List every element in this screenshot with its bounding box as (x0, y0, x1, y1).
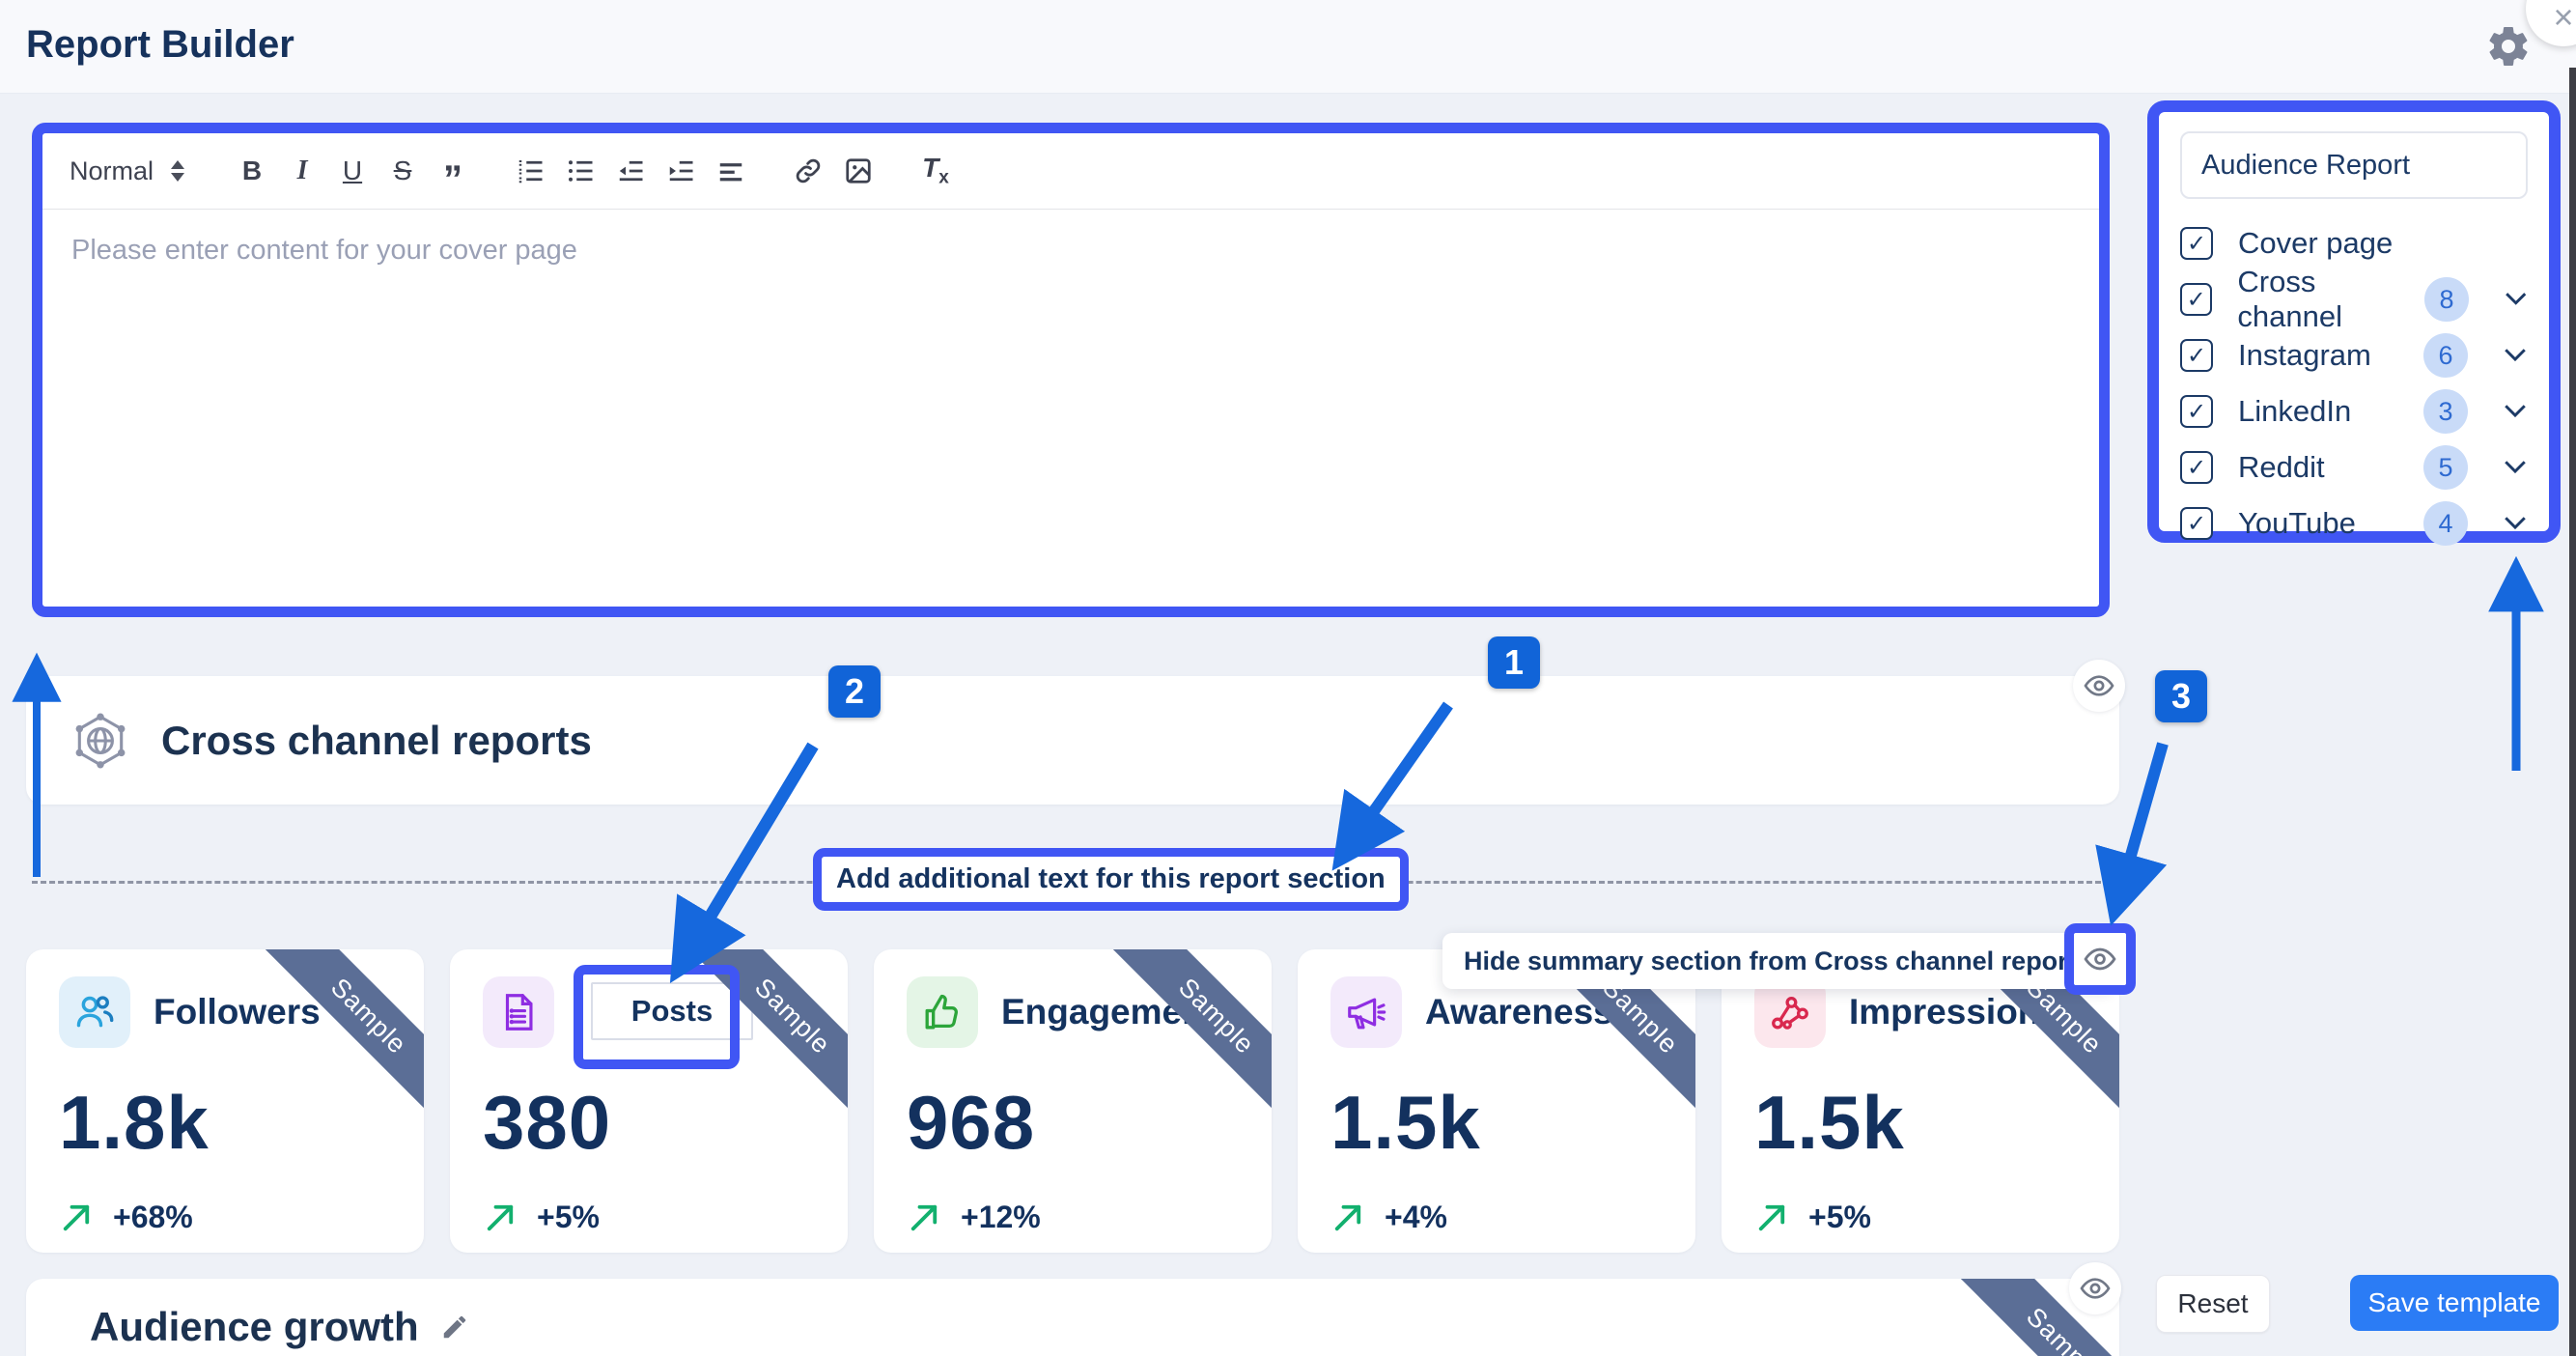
card-value: 1.8k (59, 1080, 210, 1165)
trend-up-icon (59, 1201, 94, 1235)
engagement-card: Engagement 968 +12% Sample (874, 949, 1272, 1253)
cross-channel-section: Cross channel reports (26, 660, 2125, 805)
card-value: 968 (907, 1080, 1036, 1165)
section-count-badge: 6 (2423, 333, 2468, 378)
checkbox-checked-icon[interactable] (2180, 507, 2213, 540)
chevron-down-icon[interactable] (2503, 347, 2528, 364)
engagement-icon (907, 976, 978, 1048)
annotation-badge-3: 3 (2155, 670, 2207, 722)
awareness-card: Awareness 1.5k +4% Sample (1298, 949, 1695, 1253)
globe-network-icon (70, 711, 130, 771)
underline-icon[interactable]: U (342, 155, 363, 185)
sidebar-item-reddit[interactable]: Reddit 5 (2180, 445, 2528, 490)
checkbox-checked-icon[interactable] (2180, 283, 2213, 316)
section-count-badge: 8 (2424, 277, 2469, 322)
bold-icon[interactable]: B (241, 155, 263, 185)
sidebar-item-youtube[interactable]: YouTube 4 (2180, 501, 2528, 546)
card-change-value: +12% (961, 1200, 1041, 1234)
card-value: 1.5k (1754, 1080, 1905, 1165)
card-value: 1.5k (1330, 1080, 1481, 1165)
settings-gear-icon[interactable] (2485, 23, 2532, 70)
audience-growth-section: Audience growth Sample (26, 1279, 2119, 1356)
sidebar-item-label: Cross channel (2237, 265, 2342, 333)
add-section-text-button[interactable]: Add additional text for this report sect… (813, 848, 1409, 911)
awareness-icon (1330, 976, 1402, 1048)
format-select-value: Normal (70, 155, 154, 185)
card-change-value: +68% (113, 1200, 193, 1234)
edit-pencil-icon[interactable] (440, 1313, 469, 1342)
trend-up-icon (1754, 1201, 1789, 1235)
hide-summary-tooltip: Hide summary section from Cross channel … (1442, 933, 2113, 989)
trend-up-icon (483, 1201, 518, 1235)
checkbox-checked-icon[interactable] (2180, 451, 2213, 484)
summary-cards-row: Followers 1.8k +68% Sample (26, 949, 2119, 1253)
page-title: Report Builder (26, 23, 294, 66)
card-change-value: +5% (1808, 1200, 1871, 1234)
section-count-badge: 3 (2423, 389, 2468, 434)
section-count-badge: 5 (2423, 445, 2468, 490)
audience-growth-title: Audience growth (90, 1304, 419, 1349)
sidebar-item-label: Reddit (2238, 450, 2325, 484)
followers-card: Followers 1.8k +68% Sample (26, 949, 424, 1253)
section-count-badge: 4 (2423, 501, 2468, 546)
sidebar-item-cross-channel[interactable]: Cross channel 8 (2180, 265, 2528, 333)
sidebar-item-cover-page[interactable]: Cover page (2180, 222, 2528, 265)
chevron-down-icon[interactable] (2503, 459, 2528, 476)
cross-channel-eye-icon[interactable] (2073, 660, 2125, 712)
sidebar-item-linkedin[interactable]: LinkedIn 3 (2180, 389, 2528, 434)
strikethrough-icon[interactable]: S (393, 155, 412, 185)
editor-placeholder[interactable]: Please enter content for your cover page (71, 235, 577, 266)
annotation-badge-1: 1 (1488, 636, 1540, 689)
impressions-card: Impressions 1.5k +5% Sample (1722, 949, 2119, 1253)
format-caret-icon (171, 160, 185, 182)
format-select[interactable]: Normal (70, 155, 185, 186)
checkbox-checked-icon[interactable] (2180, 395, 2213, 428)
sidebar-item-label: YouTube (2238, 506, 2356, 540)
outdent-icon[interactable] (609, 150, 652, 192)
sidebar-item-instagram[interactable]: Instagram 6 (2180, 333, 2528, 378)
card-title: Followers (154, 992, 321, 1031)
card-change-value: +5% (537, 1200, 600, 1234)
card-title: Awareness (1425, 992, 1613, 1031)
checkbox-checked-icon[interactable] (2180, 339, 2213, 372)
chevron-down-icon[interactable] (2504, 291, 2528, 308)
reset-button[interactable]: Reset (2156, 1275, 2270, 1333)
posts-icon (483, 976, 554, 1048)
followers-icon (59, 976, 130, 1048)
bullet-list-icon[interactable] (559, 150, 602, 192)
image-icon[interactable] (837, 150, 880, 192)
card-value: 380 (483, 1080, 612, 1165)
summary-eye-toggle[interactable] (2064, 923, 2136, 995)
checkbox-checked-icon[interactable] (2180, 227, 2213, 260)
align-icon[interactable] (710, 150, 752, 192)
italic-icon[interactable]: I (296, 155, 308, 185)
posts-title-input[interactable] (591, 982, 753, 1040)
sidebar-item-label: Cover page (2238, 226, 2394, 260)
clear-formatting-icon[interactable]: Tx (922, 153, 949, 188)
save-template-button[interactable]: Save template (2350, 1275, 2559, 1331)
audience-growth-eye-icon[interactable] (2069, 1262, 2121, 1314)
card-change-value: +4% (1385, 1200, 1447, 1234)
chevron-down-icon[interactable] (2503, 515, 2528, 532)
link-icon[interactable] (787, 150, 829, 192)
indent-icon[interactable] (659, 150, 702, 192)
blockquote-icon[interactable]: ” (443, 158, 463, 201)
ordered-list-icon[interactable] (509, 150, 551, 192)
posts-card: 380 +5% Sample (450, 949, 848, 1253)
header: Report Builder × (0, 0, 2576, 94)
report-sections-panel: Cover page Cross channel 8 Instagram 6 (2147, 100, 2561, 546)
window-scrollbar[interactable] (2569, 68, 2576, 1356)
annotation-badge-2: 2 (828, 665, 881, 718)
report-name-input[interactable] (2180, 131, 2528, 199)
cover-page-editor[interactable]: Normal B I U S ” (32, 123, 2110, 617)
cross-channel-title: Cross channel reports (161, 717, 592, 763)
trend-up-icon (1330, 1201, 1365, 1235)
sidebar-item-label: Instagram (2238, 338, 2371, 372)
editor-toolbar: Normal B I U S ” (42, 133, 2099, 210)
chevron-down-icon[interactable] (2503, 403, 2528, 420)
sidebar-item-label: LinkedIn (2238, 394, 2352, 428)
trend-up-icon (907, 1201, 941, 1235)
close-icon[interactable]: × (2526, 0, 2576, 46)
